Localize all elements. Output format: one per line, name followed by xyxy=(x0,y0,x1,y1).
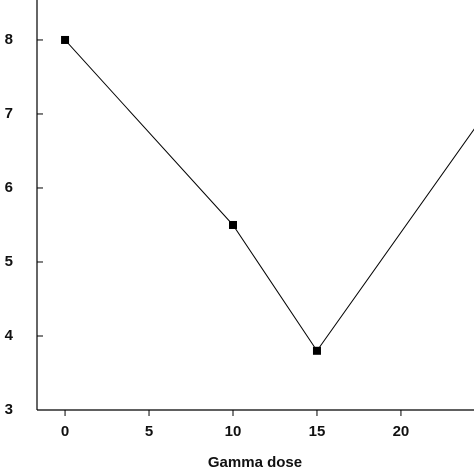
point xyxy=(312,346,321,355)
point xyxy=(228,220,237,229)
x-axis-label: Gamma dose xyxy=(208,454,302,471)
y-tick-label: 4 xyxy=(5,327,14,344)
point xyxy=(61,35,70,44)
plot-area xyxy=(61,35,474,355)
y-tick-label: 8 xyxy=(5,31,13,48)
y-tick-label: 6 xyxy=(5,179,13,196)
y-tick-label: 7 xyxy=(5,105,13,122)
y-tick-label: 3 xyxy=(5,401,13,418)
x-tick-label: 0 xyxy=(61,423,69,440)
x-tick-label: 15 xyxy=(309,423,326,440)
line xyxy=(64,39,474,352)
x-tick-label: 5 xyxy=(145,423,153,440)
x-tick-label: 20 xyxy=(393,423,410,440)
x-tick-label: 10 xyxy=(225,423,242,440)
y-tick-label: 5 xyxy=(5,253,13,270)
